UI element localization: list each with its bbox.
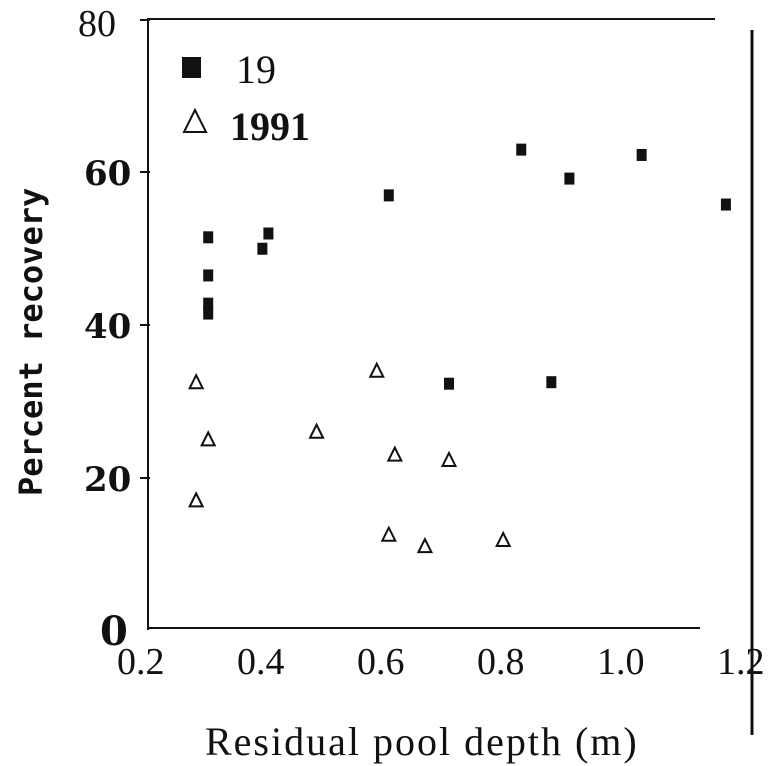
legend-square-marker <box>182 57 201 78</box>
data-points <box>188 143 731 554</box>
point-square-6 <box>383 189 394 202</box>
point-triangle-1 <box>188 491 205 508</box>
point-square-11 <box>636 148 647 161</box>
point-square-4 <box>257 242 268 255</box>
point-triangle-6 <box>386 445 403 462</box>
x-tick-label-0-4: 0.4 <box>237 641 285 683</box>
point-triangle-2 <box>200 430 217 447</box>
point-square-2 <box>203 297 214 310</box>
point-square-3 <box>203 307 214 320</box>
point-triangle-8 <box>440 450 458 467</box>
y-tick-label-60: 60 <box>84 154 131 194</box>
y-tick-label-80: 80 <box>78 3 116 45</box>
y-axis-label: Percent recovery <box>12 188 50 496</box>
point-square-5 <box>263 227 274 240</box>
legend-triangle-marker <box>182 107 208 133</box>
point-triangle-4 <box>368 361 385 378</box>
point-square-12 <box>720 198 731 211</box>
x-axis-label: Residual pool depth (m) <box>205 719 639 764</box>
legend-label-series-1: 19 <box>236 47 276 92</box>
point-square-8 <box>516 143 527 156</box>
y-tick-label-20: 20 <box>84 460 131 500</box>
y-tick-label-0: 0 <box>100 608 128 655</box>
point-triangle-9 <box>495 530 512 548</box>
point-triangle-3 <box>308 422 325 439</box>
point-square-7 <box>444 377 454 390</box>
point-square-1 <box>203 269 214 282</box>
point-triangle-7 <box>416 536 434 554</box>
legend: 19 1991 <box>182 47 310 149</box>
x-tick-label-1-0: 1.0 <box>597 641 645 683</box>
x-tick-label-0-6: 0.6 <box>357 641 405 683</box>
x-tick-label-1-2: 1.2 <box>717 641 765 683</box>
x-tick-label-0-2: 0.2 <box>117 641 165 683</box>
x-tick-label-0-8: 0.8 <box>477 641 525 683</box>
legend-label-series-2: 1991 <box>230 104 310 149</box>
point-square-0 <box>203 231 214 244</box>
y-tick-label-40: 40 <box>84 307 131 347</box>
point-square-10 <box>564 172 575 185</box>
point-triangle-0 <box>188 372 205 390</box>
point-triangle-5 <box>380 525 397 542</box>
point-square-9 <box>546 376 557 389</box>
y-tick-marks <box>140 19 150 479</box>
